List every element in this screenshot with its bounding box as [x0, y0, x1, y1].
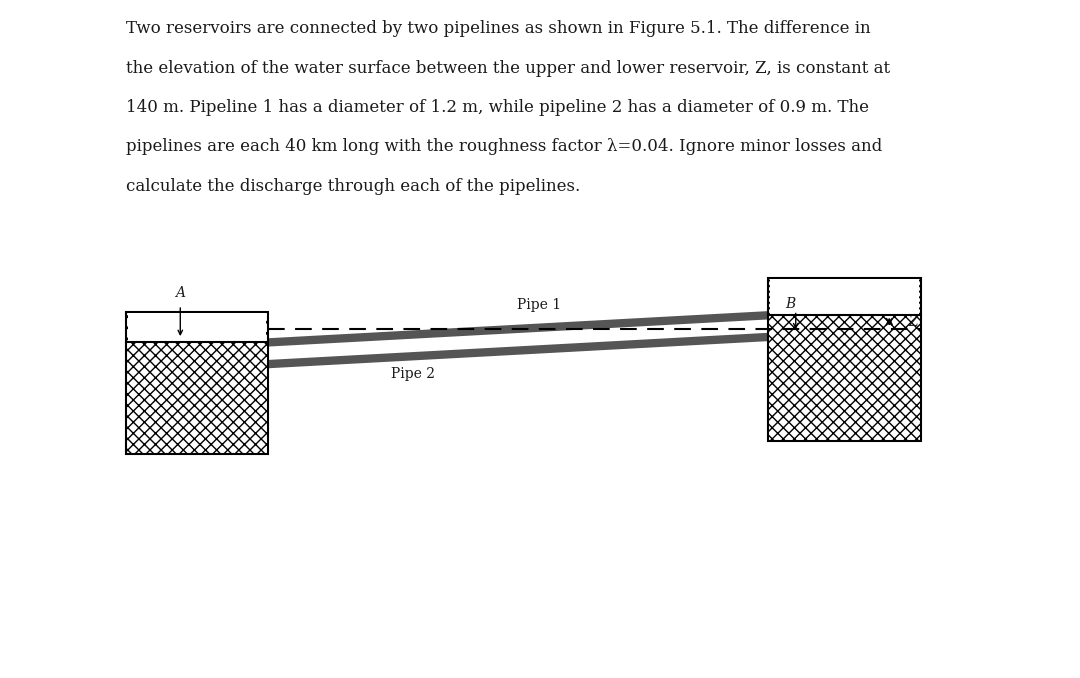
- Bar: [126, 312, 268, 454]
- Text: Z: Z: [908, 315, 918, 329]
- Text: the elevation of the water surface between the upper and lower reservoir, Z, is : the elevation of the water surface betwe…: [126, 60, 890, 77]
- Text: Pipe 2: Pipe 2: [391, 367, 435, 381]
- Bar: [768, 278, 921, 441]
- Bar: [129, 313, 267, 342]
- Text: pipelines are each 40 km long with the roughness factor λ=0.04. Ignore minor los: pipelines are each 40 km long with the r…: [126, 138, 882, 155]
- Text: B: B: [785, 296, 796, 311]
- Text: calculate the discharge through each of the pipelines.: calculate the discharge through each of …: [126, 178, 581, 195]
- Bar: [770, 279, 919, 315]
- Text: Two reservoirs are connected by two pipelines as shown in Figure 5.1. The differ: Two reservoirs are connected by two pipe…: [126, 20, 870, 37]
- Text: A: A: [175, 285, 186, 300]
- Text: Pipe 1: Pipe 1: [517, 298, 562, 312]
- Text: 140 m. Pipeline 1 has a diameter of 1.2 m, while pipeline 2 has a diameter of 0.: 140 m. Pipeline 1 has a diameter of 1.2 …: [126, 99, 869, 116]
